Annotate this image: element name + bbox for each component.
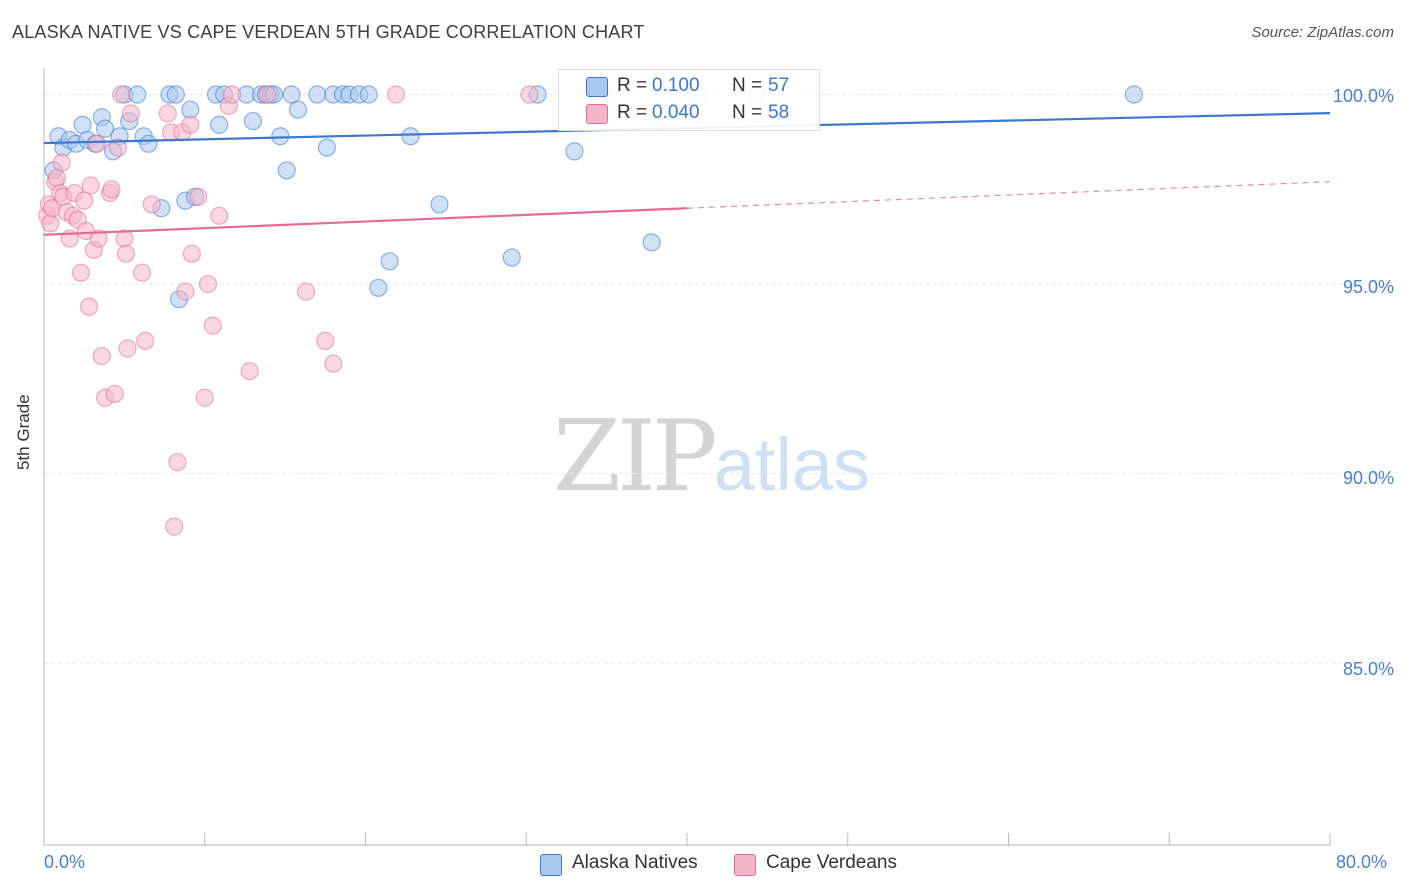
cape-verdeans-point [52,153,71,172]
cape-verdeans-point [79,297,99,316]
bottom-legend-label-blue: Alaska Natives [572,852,698,873]
legend-swatch-blue [586,77,608,97]
y-tick-label-85: 85.0% [1342,659,1394,679]
cape-verdeans-trend-line [43,207,688,236]
legend-swatch-pink [586,104,608,124]
alaska-natives-point [430,195,449,214]
cape-verdeans-point [81,176,100,195]
cape-verdeans-point [112,85,131,104]
cape-verdeans-point [195,388,214,407]
watermark: ZIPatlas [553,400,870,514]
cape-verdeans-point [158,104,177,123]
cape-verdeans-point [296,282,316,301]
cape-verdeans-point [121,104,140,123]
alaska-natives-point [271,127,290,146]
cape-verdeans-point [92,346,111,366]
alaska-natives-point [181,100,200,119]
cape-verdeans-point [118,339,137,358]
cape-verdeans-point [203,316,222,335]
legend-r-label: R = [617,102,648,123]
legend-n-value-pink: 58 [768,102,790,123]
alaska-natives-point [210,115,229,134]
legend-n-value-blue: 57 [768,75,790,96]
alaska-natives-point [243,111,263,131]
y-tick-label-90: 90.0% [1342,468,1394,488]
correlation-legend: R = 0.100 N = 57 R = 0.040 N = 58 [558,69,820,131]
cape-verdeans-point [198,274,218,294]
cape-verdeans-point [136,331,155,350]
cape-verdeans-point [222,85,242,104]
alaska-natives-point [73,115,92,134]
alaska-natives-point [308,85,327,104]
cape-verdeans-point [181,115,200,134]
alaska-natives-point [282,85,301,104]
alaska-natives-point [565,142,584,161]
cape-verdeans-point [41,214,60,233]
watermark-zip: ZIP [553,400,718,514]
cape-verdeans-point [142,195,161,214]
alaska-natives-point [369,278,388,297]
legend-n-label: N = [732,75,763,96]
bottom-legend-swatch-blue [540,854,562,876]
y-tick-label-95: 95.0% [1342,277,1394,297]
alaska-natives-point [401,127,420,146]
alaska-natives-point [139,134,158,153]
x-tick-label-min: 0.0% [44,852,86,872]
watermark-atlas: atlas [713,423,871,506]
cape-verdeans-point [182,244,201,263]
alaska-natives-point [277,161,296,180]
cape-verdeans-point [89,229,108,248]
cape-verdeans-point [47,168,66,188]
alaska-natives-point [1124,85,1143,104]
alaska-natives-point [359,85,378,104]
legend-r-value-pink: 0.040 [652,102,700,123]
y-tick-label-100: 100.0% [1332,86,1394,106]
cape-verdeans-point [102,180,121,199]
cape-verdeans-point [108,138,128,157]
cape-verdeans-point [132,263,152,282]
cape-verdeans-point [240,362,259,381]
alaska-natives-point [642,233,661,252]
alaska-natives-point [288,100,308,119]
alaska-natives-point [166,85,185,104]
legend-r-label: R = [617,75,648,96]
cape-verdeans-point [116,244,136,263]
cape-verdeans-point [258,85,277,104]
cape-verdeans-point [210,206,229,225]
legend-row-blue: R = 0.100 N = 57 [559,73,819,101]
cape-verdeans-point [168,453,187,472]
alaska-natives-point [317,138,337,157]
legend-row-pink: R = 0.040 N = 58 [559,100,819,128]
cape-verdeans-point [71,263,91,282]
alaska-natives-point [128,85,147,104]
cape-verdeans-point [316,331,335,350]
cape-verdeans-point [386,85,406,104]
cape-verdeans-trend-line-extension [686,181,1331,209]
cape-verdeans-point [105,384,124,404]
x-tick-label-max: 80.0% [1336,852,1388,872]
cape-verdeans-point [324,354,343,373]
alaska-natives-point [95,119,115,138]
legend-n-label: N = [732,102,763,123]
y-axis-label: 5th Grade [14,394,33,470]
bottom-legend-label-pink: Cape Verdeans [766,852,897,873]
legend-r-value-blue: 0.100 [652,75,700,96]
alaska-natives-point [380,252,399,271]
cape-verdeans-point [189,187,208,206]
source-credit: Source: ZipAtlas.com [1251,24,1394,41]
cape-verdeans-point [165,517,184,536]
bottom-legend-swatch-pink [734,854,756,876]
cape-verdeans-point [520,85,539,104]
cape-verdeans-point [75,191,94,210]
chart-title: ALASKA NATIVE VS CAPE VERDEAN 5TH GRADE … [12,22,645,42]
cape-verdeans-point [87,134,107,153]
cape-verdeans-point [176,282,195,301]
alaska-natives-point [502,248,521,267]
